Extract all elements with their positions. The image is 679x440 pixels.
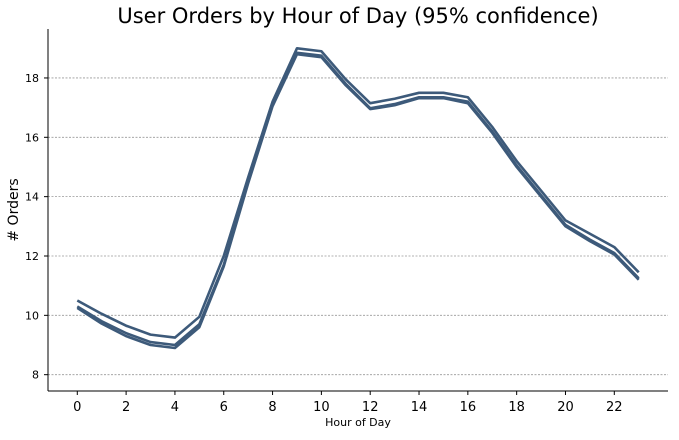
x-tick-label: 14	[411, 400, 428, 415]
x-tick-label: 2	[122, 400, 130, 415]
y-tick-label: 14	[25, 191, 39, 204]
x-axis-label: Hour of Day	[325, 416, 391, 429]
y-tick-label: 8	[32, 369, 39, 382]
series-line-1	[76, 46, 640, 339]
x-tick-label: 4	[171, 400, 179, 415]
x-tick-label: 18	[508, 400, 525, 415]
y-axis-label: # Orders	[6, 178, 22, 241]
y-tick-label: 16	[25, 131, 39, 144]
y-tick-label: 18	[25, 72, 39, 85]
x-tick-label: 0	[73, 400, 81, 415]
grid-lines	[48, 77, 668, 376]
x-axis-ticks: 0 2 4 6 8 10 12 14 16 18 20 22	[73, 391, 623, 415]
x-tick-label: 6	[220, 400, 228, 415]
x-tick-label: 16	[460, 400, 477, 415]
series-lines	[76, 46, 640, 350]
y-tick-label: 12	[25, 250, 39, 263]
y-tick-label: 10	[25, 309, 39, 322]
chart-title: User Orders by Hour of Day (95% confiden…	[117, 4, 598, 28]
y-axis-ticks: 8 10 12 14 16 18	[25, 72, 48, 382]
x-tick-label: 22	[606, 400, 623, 415]
x-tick-label: 12	[362, 400, 379, 415]
series-line-3	[76, 52, 640, 350]
x-tick-label: 20	[557, 400, 574, 415]
axes	[47, 29, 668, 392]
x-tick-label: 10	[313, 400, 330, 415]
x-tick-label: 8	[268, 400, 276, 415]
